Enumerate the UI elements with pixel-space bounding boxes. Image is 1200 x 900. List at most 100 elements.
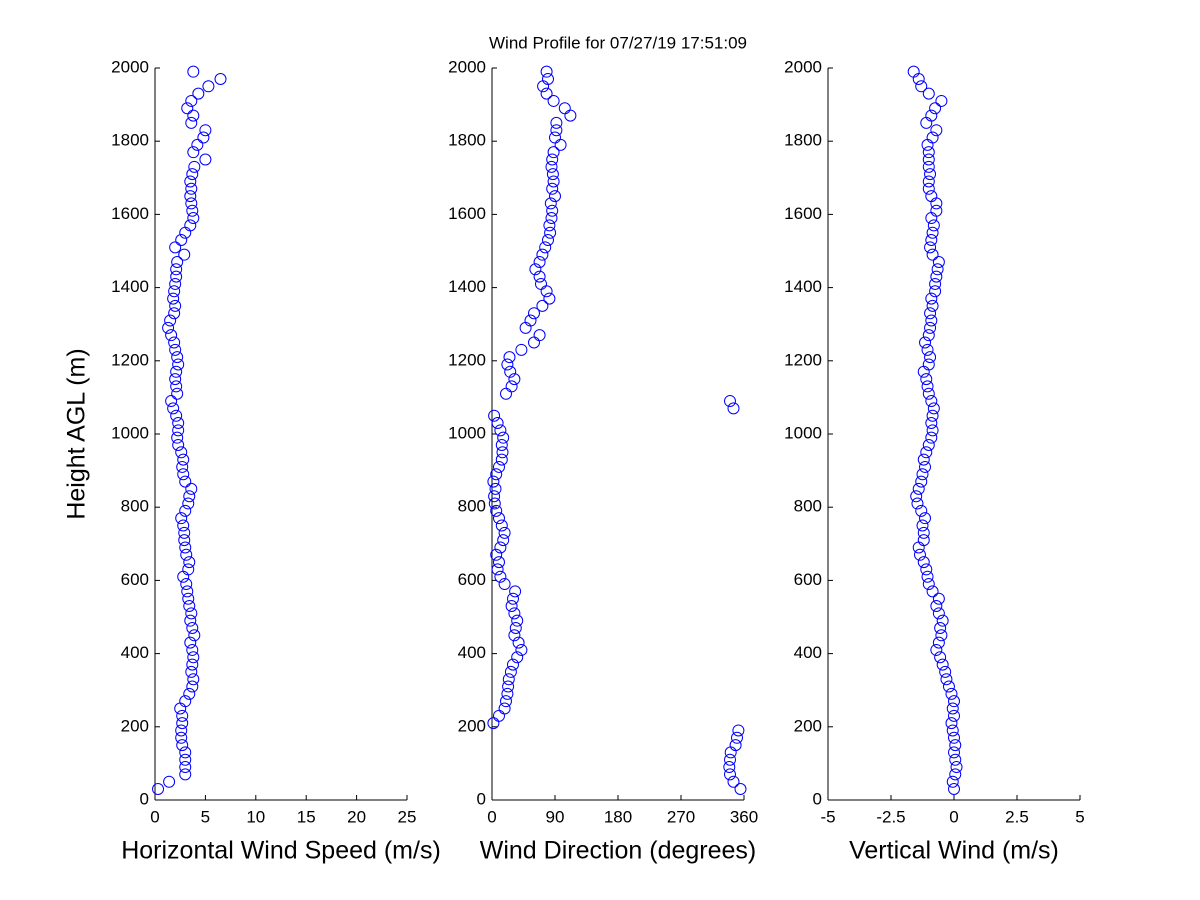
point: [925, 212, 938, 225]
point: [946, 775, 959, 788]
point: [191, 138, 204, 151]
point: [170, 365, 183, 378]
point: [926, 424, 939, 437]
point: [922, 438, 935, 451]
point: [935, 629, 948, 642]
point: [165, 329, 178, 342]
point: [543, 219, 556, 232]
point: [199, 124, 212, 137]
point: [488, 497, 501, 510]
y-tick-label: 1800: [111, 131, 149, 150]
point: [184, 636, 197, 649]
point: [915, 504, 928, 517]
y-tick-label: 800: [458, 497, 486, 516]
point: [528, 307, 540, 320]
point: [930, 197, 943, 210]
y-tick-label: 1200: [784, 350, 822, 369]
y-tick-label: 800: [794, 497, 822, 516]
y-tick-label: 1400: [111, 277, 149, 296]
point: [731, 731, 743, 744]
point: [930, 204, 943, 217]
point: [487, 475, 500, 488]
point: [911, 497, 924, 510]
point: [505, 600, 518, 613]
point: [926, 226, 939, 239]
point: [186, 168, 199, 181]
x-tick-label: 20: [347, 807, 366, 826]
point: [186, 643, 199, 656]
point: [184, 175, 197, 188]
point: [176, 460, 189, 473]
y-tick-label: 600: [458, 570, 486, 589]
point: [540, 285, 553, 298]
point: [932, 255, 945, 268]
point: [917, 526, 930, 539]
point: [187, 212, 200, 225]
point: [491, 563, 504, 576]
x-axis-label: Vertical Wind (m/s): [849, 837, 1059, 865]
point: [926, 299, 939, 312]
point: [152, 783, 165, 796]
point: [182, 497, 195, 510]
y-tick-label: 800: [121, 497, 149, 516]
point: [185, 116, 198, 129]
point: [544, 197, 557, 210]
point: [187, 146, 200, 159]
point: [172, 358, 185, 371]
point: [537, 80, 550, 93]
x-tick-label: 2.5: [1005, 807, 1029, 826]
point: [179, 768, 192, 781]
point: [546, 168, 559, 181]
point: [169, 277, 182, 290]
point: [925, 190, 938, 203]
x-axis-label: Horizontal Wind Speed (m/s): [121, 837, 441, 865]
point: [504, 365, 517, 378]
point: [919, 336, 932, 349]
point: [729, 739, 742, 752]
y-axis-label: Height AGL (m): [63, 348, 91, 519]
point: [920, 563, 933, 576]
point: [502, 680, 515, 693]
point: [167, 402, 180, 415]
point: [724, 753, 736, 766]
point: [912, 482, 925, 495]
point: [727, 775, 740, 788]
point: [185, 182, 198, 195]
point: [934, 651, 947, 664]
x-tick-label: 25: [398, 807, 417, 826]
point: [168, 285, 181, 298]
point: [178, 248, 191, 261]
point: [171, 255, 184, 268]
point: [491, 417, 504, 430]
point: [176, 739, 189, 752]
point: [921, 570, 934, 583]
point: [490, 504, 503, 517]
point: [734, 783, 747, 796]
point: [950, 761, 963, 774]
point: [945, 687, 958, 700]
x-axis-label: Wind Direction (degrees): [480, 837, 757, 865]
point: [186, 658, 199, 671]
point: [493, 709, 505, 722]
point: [545, 212, 558, 225]
point: [925, 314, 938, 327]
point: [917, 556, 930, 569]
point: [179, 753, 192, 766]
point: [500, 695, 512, 708]
point: [184, 614, 197, 627]
point: [920, 373, 933, 386]
point: [170, 409, 183, 422]
x-tick-label: -5: [820, 807, 835, 826]
y-tick-label: 1400: [784, 277, 822, 296]
point: [543, 292, 556, 305]
point: [921, 380, 934, 393]
point: [168, 307, 181, 320]
point: [186, 204, 199, 217]
point: [724, 395, 736, 408]
point: [922, 329, 935, 342]
point: [732, 724, 745, 737]
point: [498, 578, 511, 591]
y-tick-label: 1400: [448, 277, 486, 296]
point: [924, 168, 937, 181]
point: [170, 380, 183, 393]
